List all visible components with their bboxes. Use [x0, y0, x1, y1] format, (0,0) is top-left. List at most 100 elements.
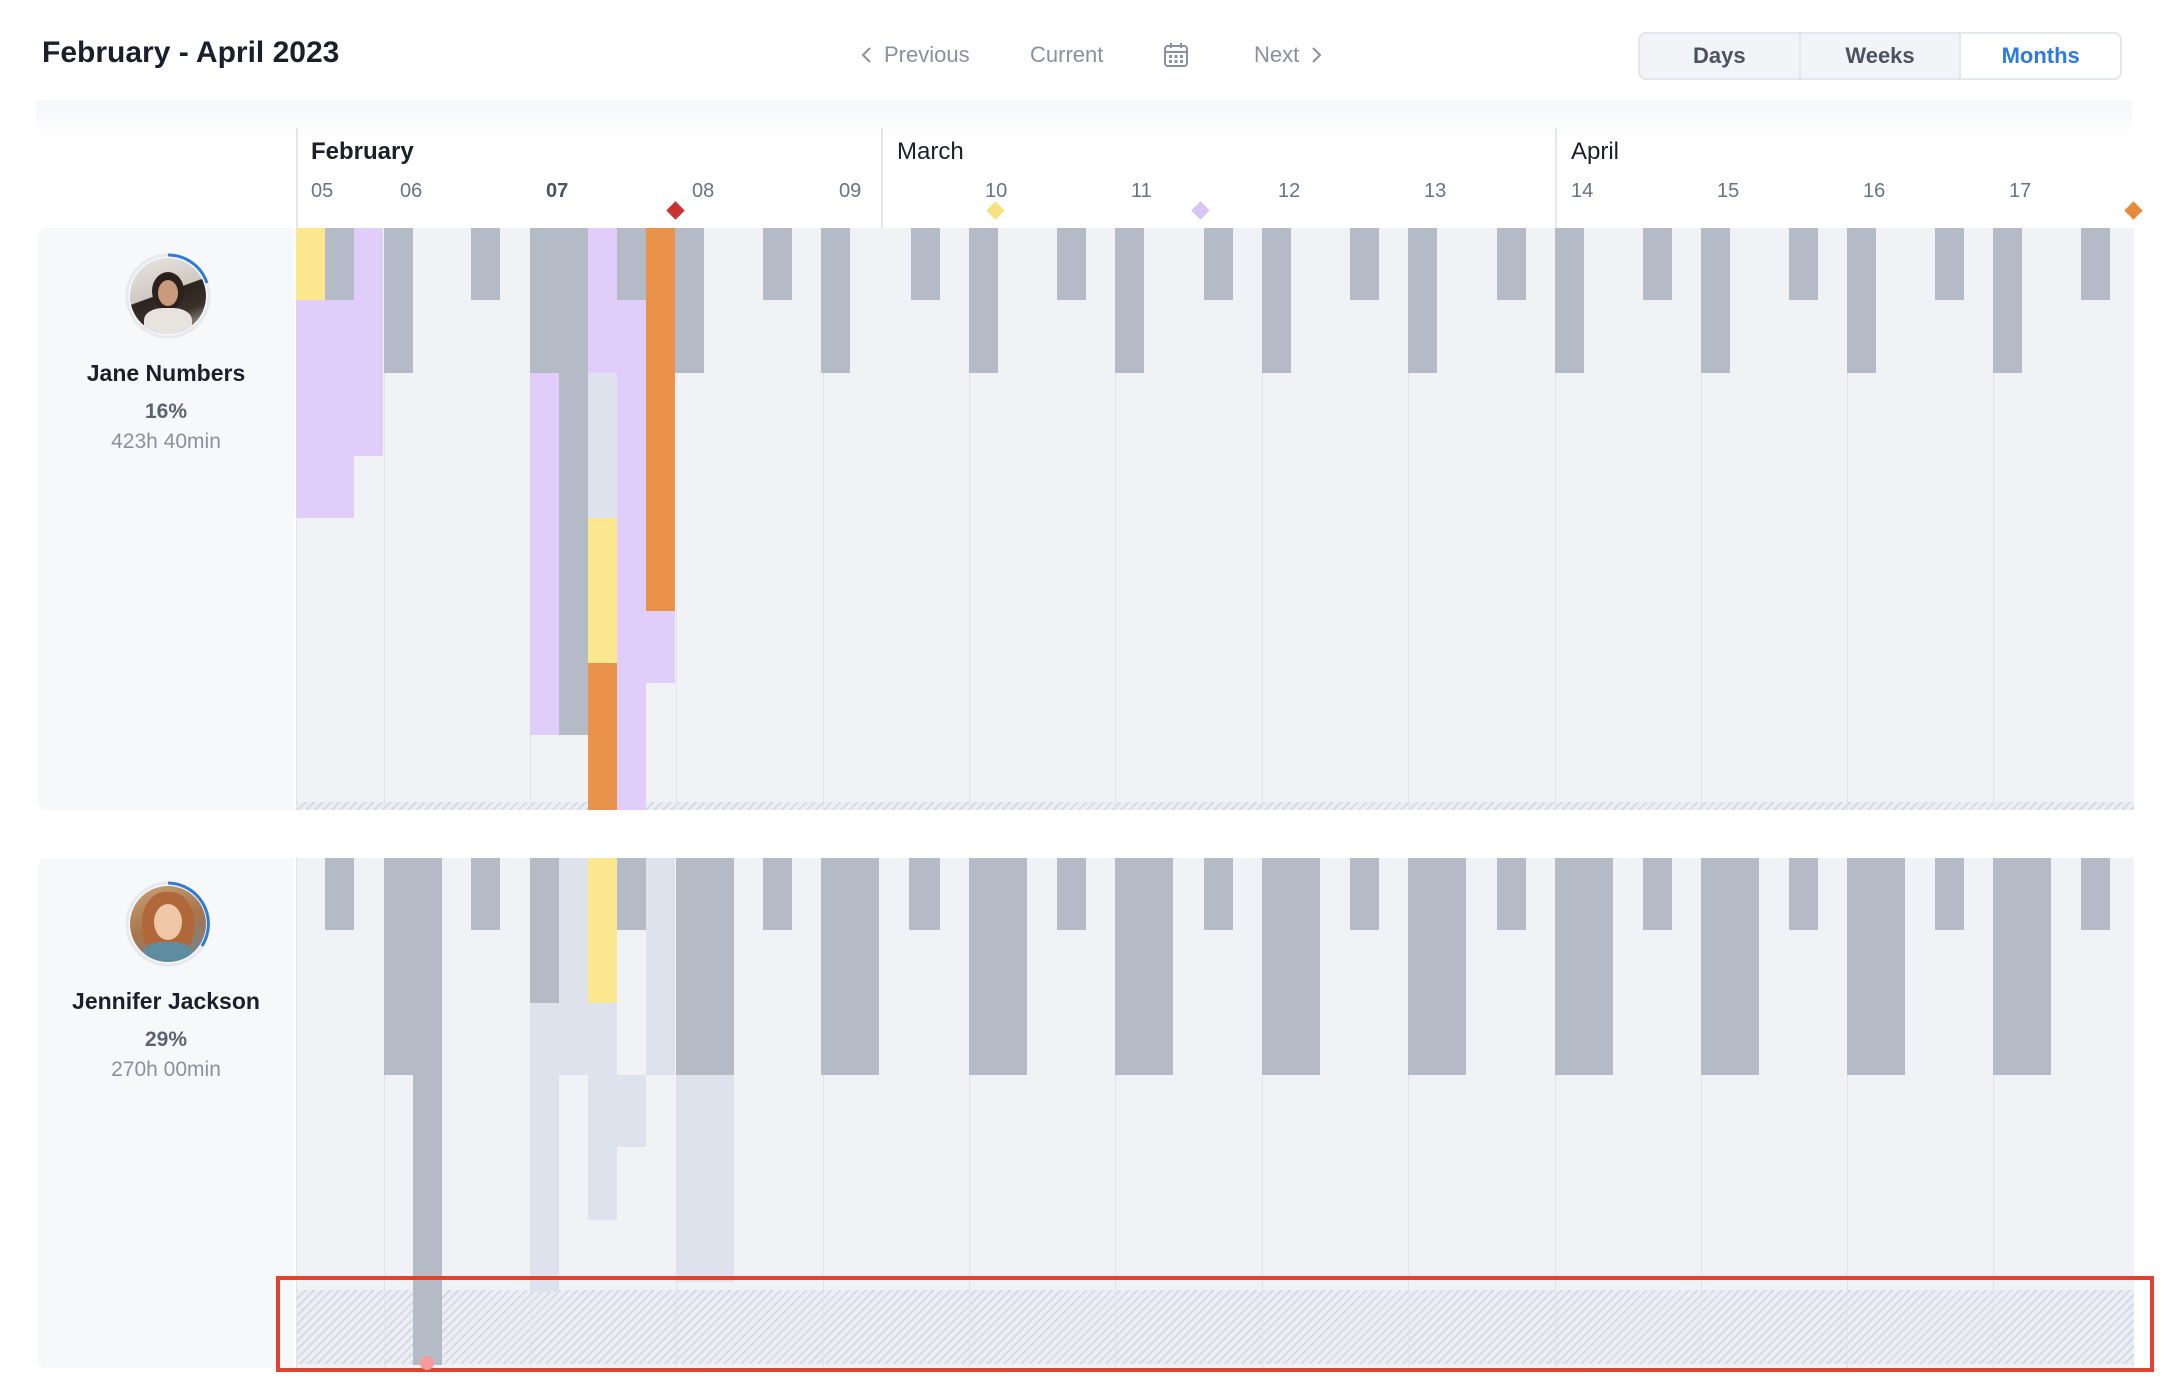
allocation-block[interactable] [1701, 858, 1759, 1075]
allocation-block[interactable] [617, 300, 646, 810]
allocation-block[interactable] [676, 858, 734, 1075]
allocation-block[interactable] [1789, 858, 1818, 930]
allocation-block[interactable] [1350, 858, 1379, 930]
allocation-block[interactable] [2081, 858, 2110, 930]
chevron-left-icon [861, 47, 871, 63]
calendar-icon[interactable] [1163, 42, 1189, 68]
allocation-block[interactable] [325, 228, 354, 300]
allocation-block[interactable] [588, 858, 617, 1003]
drag-handle[interactable] [420, 1356, 434, 1370]
previous-label: Previous [884, 42, 970, 67]
allocation-block[interactable] [646, 858, 675, 1075]
allocation-block[interactable] [413, 1075, 442, 1365]
allocation-block[interactable] [559, 1003, 617, 1075]
allocation-block[interactable] [1408, 228, 1437, 373]
allocation-block[interactable] [676, 1075, 734, 1282]
allocation-block[interactable] [1350, 228, 1379, 300]
allocation-block[interactable] [617, 858, 646, 930]
allocation-block[interactable] [1408, 858, 1466, 1075]
week-gridline [969, 228, 970, 810]
allocation-block[interactable] [969, 858, 1027, 1075]
milestone-marker[interactable] [1191, 201, 1210, 220]
week-gridline [1701, 228, 1702, 810]
allocation-block[interactable] [530, 373, 559, 735]
schedule-lane-jane[interactable] [296, 228, 2134, 810]
allocation-block[interactable] [384, 858, 442, 1075]
allocation-block[interactable] [1262, 228, 1291, 373]
allocation-block[interactable] [1701, 228, 1730, 373]
person-card-jane[interactable]: Jane Numbers 16% 423h 40min [38, 228, 294, 810]
month-label-april: April [1571, 138, 1620, 165]
allocation-block[interactable] [1057, 228, 1086, 300]
allocation-block[interactable] [588, 518, 617, 663]
month-label-march: March [897, 138, 964, 165]
allocation-block[interactable] [1993, 858, 2051, 1075]
week-gridline [676, 228, 677, 810]
allocation-block[interactable] [530, 858, 559, 1003]
week-label-current: 07 [546, 180, 569, 202]
allocation-block[interactable] [1115, 228, 1144, 373]
allocation-block[interactable] [1555, 228, 1584, 373]
milestone-marker[interactable] [986, 201, 1005, 220]
allocation-block[interactable] [559, 373, 588, 735]
allocation-block[interactable] [471, 228, 500, 300]
week-gridline [296, 228, 297, 810]
allocation-block[interactable] [1935, 858, 1964, 930]
allocation-block[interactable] [1204, 858, 1233, 930]
utilization-ring-icon [125, 253, 211, 339]
allocation-block[interactable] [1643, 228, 1672, 300]
allocation-block[interactable] [911, 858, 940, 930]
allocation-block[interactable] [763, 228, 792, 300]
allocation-block[interactable] [1057, 858, 1086, 930]
allocation-block[interactable] [1204, 228, 1233, 300]
allocation-block[interactable] [1115, 858, 1173, 1075]
allocation-block[interactable] [1262, 858, 1320, 1075]
person-card-jennifer[interactable]: Jennifer Jackson 29% 270h 00min [38, 858, 294, 1368]
allocation-block[interactable] [325, 858, 354, 930]
allocation-block[interactable] [354, 228, 383, 456]
schedule-lane-jennifer[interactable] [296, 858, 2134, 1368]
allocation-block[interactable] [588, 1075, 617, 1220]
allocation-block[interactable] [296, 228, 325, 300]
allocation-block[interactable] [530, 228, 588, 373]
days-view-button[interactable]: Days [1640, 34, 1801, 78]
allocation-block[interactable] [1555, 858, 1613, 1075]
allocation-block[interactable] [617, 1075, 646, 1147]
allocation-block[interactable] [617, 228, 646, 300]
allocation-block[interactable] [763, 858, 792, 930]
milestone-marker[interactable] [2124, 201, 2143, 220]
allocation-block[interactable] [2081, 228, 2110, 300]
allocation-block[interactable] [646, 228, 675, 611]
weeks-view-button[interactable]: Weeks [1801, 34, 1962, 78]
allocation-block[interactable] [1847, 228, 1876, 373]
previous-button[interactable]: Previous [860, 42, 970, 68]
person-utilization: 29% [144, 1028, 188, 1051]
current-button[interactable]: Current [1030, 42, 1103, 68]
allocation-block[interactable] [675, 228, 704, 373]
allocation-block[interactable] [1497, 858, 1526, 930]
allocation-block[interactable] [471, 858, 500, 930]
allocation-block[interactable] [588, 663, 617, 810]
milestone-marker[interactable] [666, 201, 685, 220]
allocation-block[interactable] [1847, 858, 1905, 1075]
allocation-block[interactable] [821, 228, 850, 373]
allocation-block[interactable] [1993, 228, 2022, 373]
allocation-block[interactable] [588, 228, 617, 373]
timeline-header-background [36, 100, 2132, 142]
allocation-block[interactable] [1497, 228, 1526, 300]
selection-highlight [276, 1276, 2154, 1372]
allocation-block[interactable] [588, 373, 617, 518]
allocation-block[interactable] [530, 1003, 559, 1292]
allocation-block[interactable] [559, 858, 588, 1003]
allocation-block[interactable] [1643, 858, 1672, 930]
allocation-block[interactable] [821, 858, 879, 1075]
allocation-block[interactable] [646, 611, 675, 683]
allocation-block[interactable] [296, 300, 354, 518]
months-view-button[interactable]: Months [1961, 34, 2120, 78]
allocation-block[interactable] [911, 228, 940, 300]
allocation-block[interactable] [1935, 228, 1964, 300]
allocation-block[interactable] [384, 228, 413, 373]
allocation-block[interactable] [1789, 228, 1818, 300]
allocation-block[interactable] [969, 228, 998, 373]
next-button[interactable]: Next [1254, 42, 1323, 68]
